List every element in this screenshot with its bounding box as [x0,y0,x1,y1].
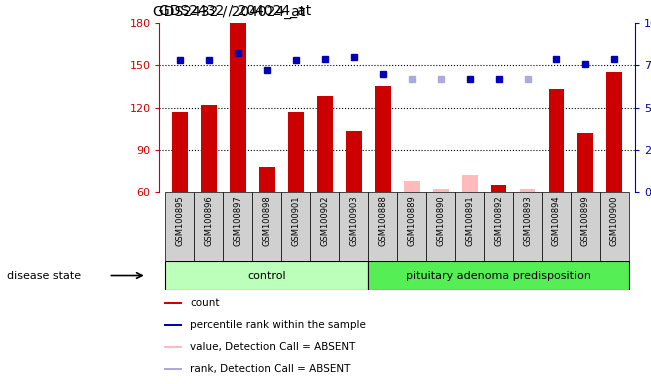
Bar [571,192,600,261]
Text: GDS2432 / 204024_at: GDS2432 / 204024_at [153,5,305,19]
Text: percentile rank within the sample: percentile rank within the sample [190,320,367,330]
Bar [165,192,194,261]
Bar [607,72,622,192]
Bar [368,261,629,290]
Bar [542,192,571,261]
Text: value, Detection Call = ABSENT: value, Detection Call = ABSENT [190,342,355,352]
Bar [230,23,245,192]
Bar [201,105,217,192]
Text: GSM100890: GSM100890 [436,195,445,246]
Bar [577,133,594,192]
Bar [258,167,275,192]
Text: GDS2432 / 204024_at: GDS2432 / 204024_at [159,4,312,18]
Bar [164,368,182,371]
Bar [426,192,455,261]
Text: GSM100889: GSM100889 [407,195,416,246]
Bar [519,189,536,192]
Bar [462,175,478,192]
Text: GSM100899: GSM100899 [581,195,590,246]
Bar [310,192,339,261]
Bar [288,112,303,192]
Bar [165,261,368,290]
Bar [164,302,182,304]
Text: GSM100891: GSM100891 [465,195,474,246]
Bar [397,192,426,261]
Text: GSM100895: GSM100895 [175,195,184,246]
Text: GSM100892: GSM100892 [494,195,503,246]
Text: GSM100902: GSM100902 [320,195,329,246]
Text: GSM100896: GSM100896 [204,195,214,246]
Text: GSM100894: GSM100894 [552,195,561,246]
Bar [164,324,182,326]
Bar [600,192,629,261]
Text: pituitary adenoma predisposition: pituitary adenoma predisposition [406,270,591,281]
Bar [491,185,506,192]
Bar [404,181,419,192]
Bar [549,89,564,192]
Text: control: control [247,270,286,281]
Bar [455,192,484,261]
Text: GSM100897: GSM100897 [233,195,242,246]
Bar [368,192,397,261]
Bar [164,346,182,348]
Text: count: count [190,298,220,308]
Bar [513,192,542,261]
Bar [346,131,361,192]
Text: GSM100888: GSM100888 [378,195,387,246]
Text: rank, Detection Call = ABSENT: rank, Detection Call = ABSENT [190,364,351,374]
Text: GSM100900: GSM100900 [610,195,619,246]
Bar [252,192,281,261]
Text: disease state: disease state [7,270,81,281]
Bar [194,192,223,261]
Text: GSM100898: GSM100898 [262,195,271,246]
Text: GSM100901: GSM100901 [291,195,300,246]
Bar [484,192,513,261]
Text: GSM100893: GSM100893 [523,195,532,246]
Bar [375,86,391,192]
Bar [339,192,368,261]
Bar [281,192,310,261]
Bar [316,96,333,192]
Bar [172,112,187,192]
Text: GSM100903: GSM100903 [349,195,358,246]
Bar [223,192,252,261]
Bar [433,189,449,192]
